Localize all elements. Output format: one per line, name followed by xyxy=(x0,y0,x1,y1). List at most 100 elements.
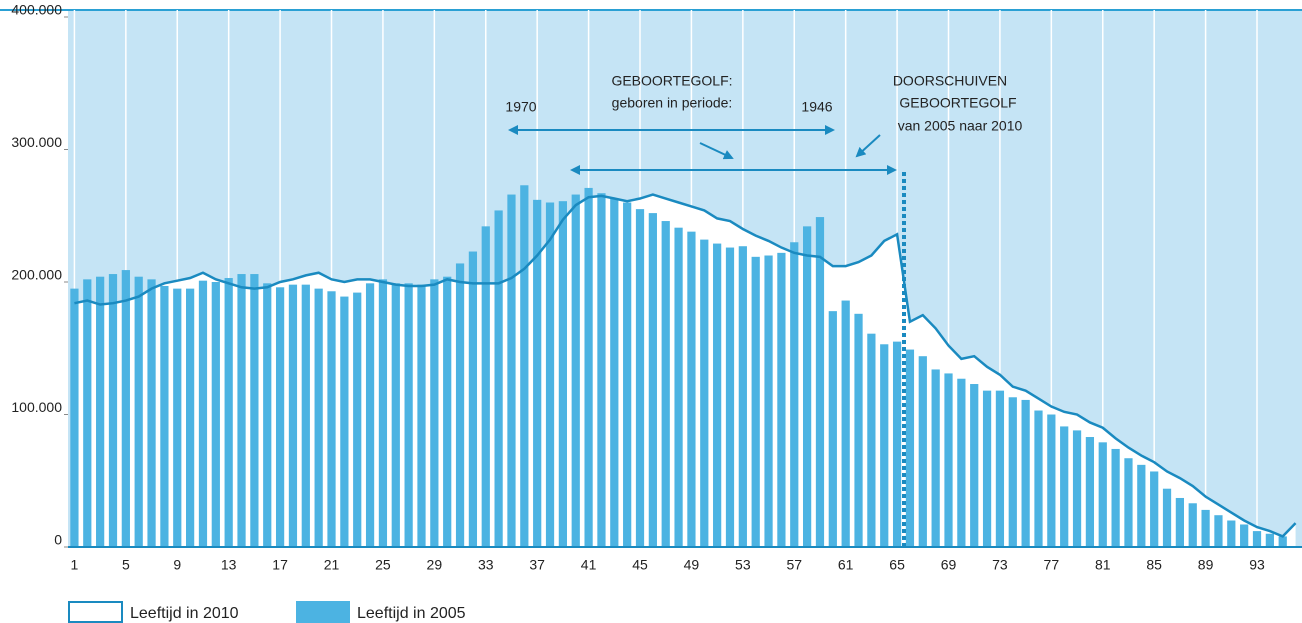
y-tick-label: 200.000 xyxy=(11,267,62,283)
bar xyxy=(803,226,812,547)
bar xyxy=(1188,503,1197,547)
x-tick-label: 5 xyxy=(122,557,130,573)
bar xyxy=(764,255,773,547)
bar xyxy=(173,288,182,547)
bar xyxy=(391,283,400,547)
bar xyxy=(1137,464,1146,547)
bar xyxy=(455,263,465,547)
bar xyxy=(1252,531,1262,547)
y-tick-label: 100.000 xyxy=(11,399,62,415)
bar xyxy=(918,356,927,547)
bar xyxy=(558,201,567,548)
bar xyxy=(995,390,1005,547)
bar xyxy=(571,194,580,548)
bar xyxy=(1227,520,1236,547)
bar xyxy=(944,373,953,547)
y-tick-label: 300.000 xyxy=(11,134,62,150)
bar xyxy=(674,227,683,548)
bar xyxy=(1098,442,1107,547)
bar xyxy=(713,243,722,547)
x-tick-label: 29 xyxy=(427,557,443,573)
x-tick-label: 45 xyxy=(632,557,648,573)
bar xyxy=(905,349,915,547)
bar xyxy=(1124,458,1133,547)
annotation: DOORSCHUIVEN xyxy=(893,73,1007,89)
bar xyxy=(430,279,439,547)
bar xyxy=(790,242,799,547)
bar xyxy=(815,217,825,547)
bar xyxy=(198,280,208,547)
bar xyxy=(327,291,336,547)
bar xyxy=(661,221,670,548)
bar xyxy=(1047,414,1056,547)
bar xyxy=(121,270,130,547)
bar xyxy=(828,311,837,547)
x-tick-label: 33 xyxy=(478,557,494,573)
bar xyxy=(584,187,593,548)
bar xyxy=(982,390,992,547)
bar xyxy=(263,283,272,547)
y-tick-label: 0 xyxy=(54,532,62,548)
bar xyxy=(1008,397,1017,547)
bar xyxy=(353,292,362,547)
x-tick-label: 25 xyxy=(375,557,391,573)
bar xyxy=(237,274,246,547)
bar xyxy=(1201,509,1210,547)
bar xyxy=(880,344,889,547)
bar xyxy=(211,282,220,547)
bar xyxy=(96,276,105,547)
bar xyxy=(1278,536,1287,547)
bar xyxy=(378,279,388,547)
bar xyxy=(314,288,323,547)
bar xyxy=(610,198,619,547)
bar xyxy=(597,193,606,547)
bar xyxy=(1034,410,1043,547)
bar xyxy=(160,285,169,547)
x-tick-label: 9 xyxy=(173,557,181,573)
bar xyxy=(365,283,375,547)
bar xyxy=(1175,497,1184,547)
x-tick-label: 1 xyxy=(71,557,79,573)
bar xyxy=(725,247,735,548)
bar xyxy=(1240,524,1249,547)
bar xyxy=(841,300,850,547)
x-tick-label: 85 xyxy=(1146,557,1162,573)
bar xyxy=(494,210,503,547)
x-tick-label: 37 xyxy=(529,557,545,573)
arrow xyxy=(855,134,881,158)
x-tick-label: 41 xyxy=(581,557,597,573)
bar xyxy=(70,288,79,547)
bar xyxy=(468,251,478,547)
line xyxy=(74,193,1297,538)
bar xyxy=(1150,471,1159,547)
bar xyxy=(481,226,490,547)
bar xyxy=(867,333,876,547)
annotation: GEBOORTEGOLF: xyxy=(611,73,732,89)
bar xyxy=(738,246,747,547)
bar xyxy=(443,276,452,547)
bar xyxy=(108,274,118,547)
y-tick-label: 400.000 xyxy=(11,2,62,18)
legend-label: Leeftijd in 2005 xyxy=(357,605,466,622)
annotation: geboren in periode: xyxy=(612,95,733,111)
label-layer: 0 100.000 200.000 300.000 400.000 1 5 9 13 17 21 25… xyxy=(11,2,1265,573)
bar-layer xyxy=(70,185,1287,548)
bar xyxy=(1265,533,1274,547)
line-layer xyxy=(74,193,1297,538)
x-tick-label: 73 xyxy=(992,557,1008,573)
x-tick-label: 65 xyxy=(889,557,905,573)
legend-label: Leeftijd in 2010 xyxy=(130,605,239,622)
bar xyxy=(687,231,696,547)
bar xyxy=(892,341,902,547)
x-tick-label: 21 xyxy=(324,557,340,573)
x-tick-label: 89 xyxy=(1198,557,1214,573)
bar xyxy=(1162,488,1172,547)
bar xyxy=(854,313,863,547)
bar xyxy=(1021,399,1030,547)
bar xyxy=(1214,515,1223,547)
x-tick-label: 17 xyxy=(272,557,288,573)
x-tick-label: 13 xyxy=(221,557,237,573)
bar xyxy=(417,284,426,547)
